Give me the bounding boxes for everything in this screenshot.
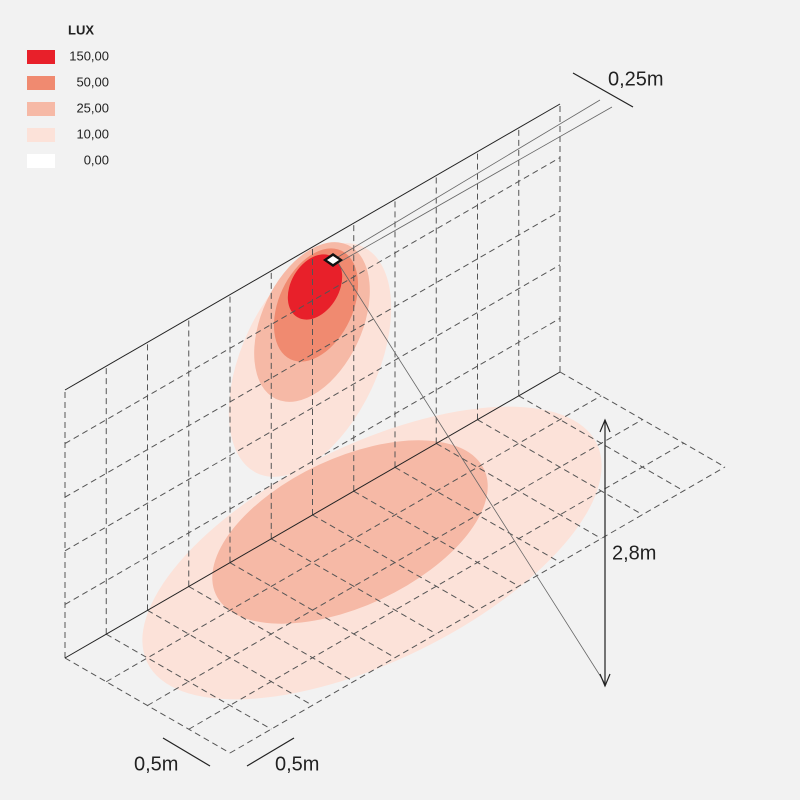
leader <box>337 106 613 264</box>
dimension-label: 2,8m <box>612 542 656 564</box>
legend-swatch <box>27 76 55 90</box>
floor-grid-line <box>477 419 643 516</box>
legend-title: LUX <box>68 22 94 37</box>
dimension-lines <box>162 72 634 767</box>
wall-grid-line <box>64 210 561 498</box>
floor-grid-line <box>229 466 726 754</box>
legend-swatch <box>27 154 55 168</box>
legend-swatch <box>27 128 55 142</box>
wall-grid-line <box>64 157 561 445</box>
fixture-face <box>327 256 339 264</box>
legend-swatch <box>27 102 55 116</box>
legend-label: 50,00 <box>76 74 109 89</box>
floor-grid-line <box>436 443 602 539</box>
legend-label: 10,00 <box>76 126 109 141</box>
floor-grid-line <box>271 538 437 635</box>
floor-zone <box>212 440 488 624</box>
wall-top <box>64 103 561 391</box>
wall-grid-line <box>64 264 561 552</box>
dimension-label: 0,25m <box>608 68 664 90</box>
legend-label: 150,00 <box>69 48 109 63</box>
dimension-label: 0,5m <box>134 753 178 775</box>
legend: 150,00 50,00 25,00 10,00 0,00 <box>27 48 109 168</box>
floor-grid-line <box>188 442 685 730</box>
wall-zone <box>287 254 343 320</box>
dimension-label: 0,5m <box>275 753 319 775</box>
leader <box>332 99 601 261</box>
leader <box>337 262 607 686</box>
floor-grid-line <box>147 419 643 706</box>
floor-grid-line <box>105 395 602 683</box>
legend-swatch <box>27 50 55 64</box>
legend-label: 25,00 <box>76 100 109 115</box>
legend-label: 0,00 <box>84 152 109 167</box>
grid <box>64 104 726 754</box>
floor-illuminance <box>142 406 602 700</box>
floor-grid-line <box>106 633 272 730</box>
wall-grid-line <box>64 317 561 605</box>
wall-base <box>64 371 561 659</box>
